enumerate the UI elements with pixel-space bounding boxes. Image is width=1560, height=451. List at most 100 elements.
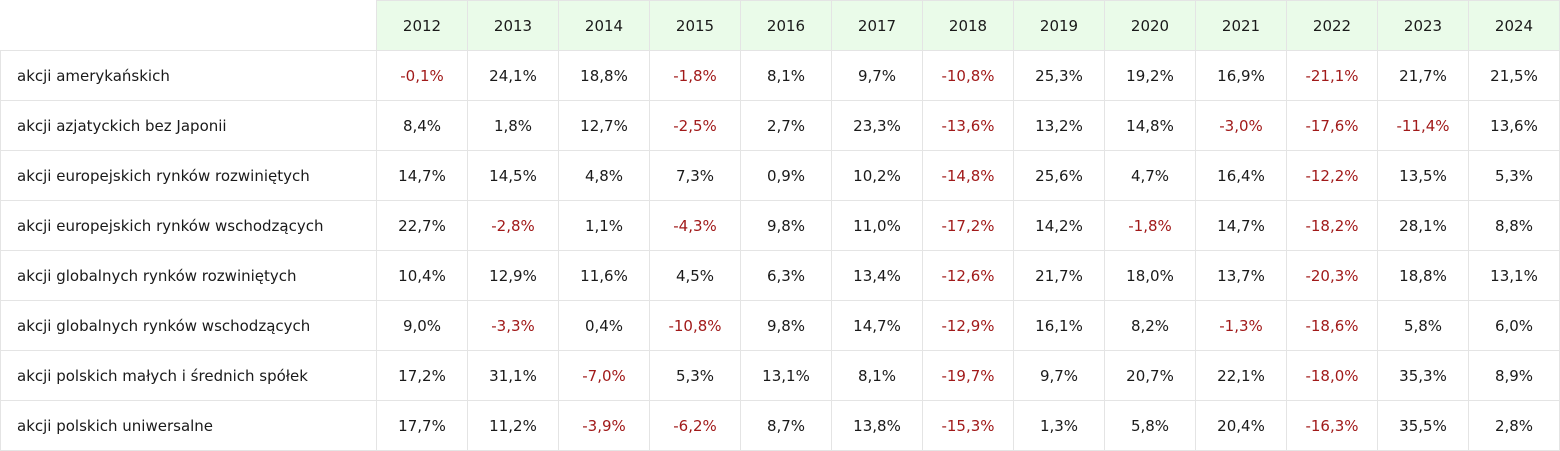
return-cell-negative: -12,2% bbox=[1286, 150, 1378, 201]
return-cell-negative: -12,6% bbox=[922, 250, 1014, 301]
return-cell: 5,3% bbox=[649, 350, 741, 401]
return-cell-negative: -3,0% bbox=[1195, 100, 1287, 151]
year-header: 2013 bbox=[467, 0, 559, 51]
return-cell: 24,1% bbox=[467, 50, 559, 101]
return-cell: 9,8% bbox=[740, 300, 832, 351]
return-cell: 2,8% bbox=[1468, 400, 1560, 451]
return-cell: 1,8% bbox=[467, 100, 559, 151]
row-label: akcji amerykańskich bbox=[0, 50, 377, 101]
return-cell: 18,8% bbox=[558, 50, 650, 101]
year-header: 2018 bbox=[922, 0, 1014, 51]
return-cell: 10,4% bbox=[376, 250, 468, 301]
return-cell: 13,6% bbox=[1468, 100, 1560, 151]
return-cell: 17,2% bbox=[376, 350, 468, 401]
return-cell-negative: -20,3% bbox=[1286, 250, 1378, 301]
return-cell: 14,2% bbox=[1013, 200, 1105, 251]
table-row: akcji globalnych rynków wschodzących 9,0%… bbox=[0, 300, 1560, 351]
return-cell-negative: -12,9% bbox=[922, 300, 1014, 351]
return-cell: 11,0% bbox=[831, 200, 923, 251]
return-cell: 14,7% bbox=[376, 150, 468, 201]
table-row: akcji azjatyckich bez Japonii 8,4% 1,8% 12,… bbox=[0, 100, 1560, 151]
return-cell: 18,8% bbox=[1377, 250, 1469, 301]
return-cell: 35,5% bbox=[1377, 400, 1469, 451]
return-cell-negative: -7,0% bbox=[558, 350, 650, 401]
year-header: 2023 bbox=[1377, 0, 1469, 51]
return-cell: 12,7% bbox=[558, 100, 650, 151]
return-cell: 8,8% bbox=[1468, 200, 1560, 251]
table-row: akcji europejskich rynków wschodzących 22… bbox=[0, 200, 1560, 251]
return-cell: 12,9% bbox=[467, 250, 559, 301]
return-cell-negative: -15,3% bbox=[922, 400, 1014, 451]
year-header: 2024 bbox=[1468, 0, 1560, 51]
return-cell: 6,0% bbox=[1468, 300, 1560, 351]
year-header: 2020 bbox=[1104, 0, 1196, 51]
return-cell: 8,9% bbox=[1468, 350, 1560, 401]
table-row: akcji polskich uniwersalne 17,7% 11,2% -3,9… bbox=[0, 400, 1560, 451]
return-cell: 19,2% bbox=[1104, 50, 1196, 101]
return-cell: 9,7% bbox=[831, 50, 923, 101]
return-cell-negative: -6,2% bbox=[649, 400, 741, 451]
return-cell: 9,7% bbox=[1013, 350, 1105, 401]
return-cell: 8,2% bbox=[1104, 300, 1196, 351]
return-cell-negative: -4,3% bbox=[649, 200, 741, 251]
return-cell: 14,7% bbox=[1195, 200, 1287, 251]
return-cell: 9,8% bbox=[740, 200, 832, 251]
return-cell: 9,0% bbox=[376, 300, 468, 351]
return-cell: 22,7% bbox=[376, 200, 468, 251]
return-cell: 7,3% bbox=[649, 150, 741, 201]
return-cell: 0,4% bbox=[558, 300, 650, 351]
return-cell-negative: -2,8% bbox=[467, 200, 559, 251]
return-cell-negative: -1,8% bbox=[1104, 200, 1196, 251]
return-cell: 25,6% bbox=[1013, 150, 1105, 201]
return-cell: 28,1% bbox=[1377, 200, 1469, 251]
year-header: 2016 bbox=[740, 0, 832, 51]
row-label: akcji polskich małych i średnich spółek bbox=[0, 350, 377, 401]
return-cell: 13,5% bbox=[1377, 150, 1469, 201]
return-cell: 21,5% bbox=[1468, 50, 1560, 101]
return-cell: 8,1% bbox=[831, 350, 923, 401]
return-cell: 16,1% bbox=[1013, 300, 1105, 351]
return-cell-negative: -17,6% bbox=[1286, 100, 1378, 151]
year-header: 2015 bbox=[649, 0, 741, 51]
return-cell-negative: -3,3% bbox=[467, 300, 559, 351]
return-cell: 22,1% bbox=[1195, 350, 1287, 401]
return-cell-negative: -16,3% bbox=[1286, 400, 1378, 451]
return-cell: 13,4% bbox=[831, 250, 923, 301]
row-label: akcji globalnych rynków rozwiniętych bbox=[0, 250, 377, 301]
row-label: akcji azjatyckich bez Japonii bbox=[0, 100, 377, 151]
return-cell-negative: -18,2% bbox=[1286, 200, 1378, 251]
table-row: akcji polskich małych i średnich spółek 1… bbox=[0, 350, 1560, 401]
return-cell: 14,7% bbox=[831, 300, 923, 351]
return-cell: 13,2% bbox=[1013, 100, 1105, 151]
year-header: 2021 bbox=[1195, 0, 1287, 51]
return-cell: 8,4% bbox=[376, 100, 468, 151]
return-cell: 2,7% bbox=[740, 100, 832, 151]
return-cell-negative: -3,9% bbox=[558, 400, 650, 451]
return-cell: 31,1% bbox=[467, 350, 559, 401]
return-cell: 13,8% bbox=[831, 400, 923, 451]
return-cell: 4,5% bbox=[649, 250, 741, 301]
year-header: 2017 bbox=[831, 0, 923, 51]
return-cell: 20,4% bbox=[1195, 400, 1287, 451]
return-cell-negative: -17,2% bbox=[922, 200, 1014, 251]
return-cell: 21,7% bbox=[1013, 250, 1105, 301]
return-cell: 13,7% bbox=[1195, 250, 1287, 301]
return-cell-negative: -2,5% bbox=[649, 100, 741, 151]
return-cell: 8,7% bbox=[740, 400, 832, 451]
return-cell-negative: -10,8% bbox=[649, 300, 741, 351]
return-cell: 13,1% bbox=[1468, 250, 1560, 301]
return-cell: 11,2% bbox=[467, 400, 559, 451]
return-cell: 6,3% bbox=[740, 250, 832, 301]
return-cell: 11,6% bbox=[558, 250, 650, 301]
return-cell: 1,1% bbox=[558, 200, 650, 251]
return-cell: 10,2% bbox=[831, 150, 923, 201]
year-header: 2012 bbox=[376, 0, 468, 51]
return-cell-negative: -1,8% bbox=[649, 50, 741, 101]
return-cell: 25,3% bbox=[1013, 50, 1105, 101]
table-row: akcji globalnych rynków rozwiniętych 10,4… bbox=[0, 250, 1560, 301]
return-cell: 1,3% bbox=[1013, 400, 1105, 451]
return-cell-negative: -10,8% bbox=[922, 50, 1014, 101]
return-cell: 16,4% bbox=[1195, 150, 1287, 201]
return-cell: 14,8% bbox=[1104, 100, 1196, 151]
